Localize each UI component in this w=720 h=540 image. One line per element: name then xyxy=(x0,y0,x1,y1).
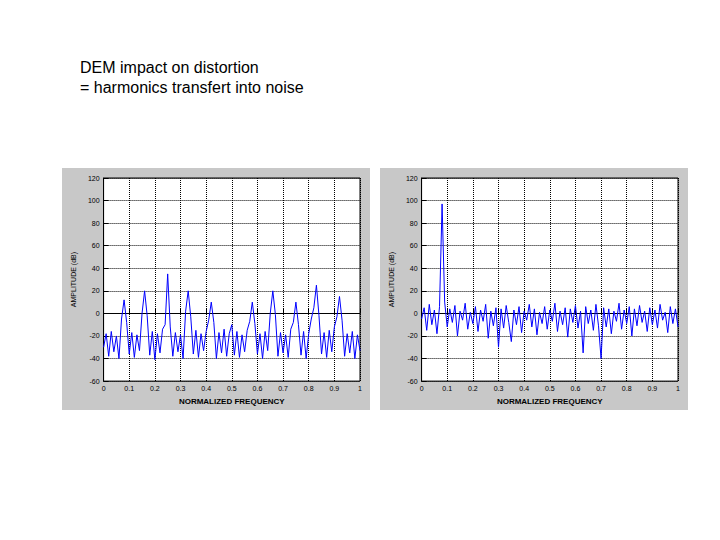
svg-text:0.5: 0.5 xyxy=(227,385,237,392)
svg-text:100: 100 xyxy=(88,197,100,204)
svg-text:120: 120 xyxy=(406,175,418,182)
svg-text:0.1: 0.1 xyxy=(124,385,134,392)
svg-text:-60: -60 xyxy=(89,378,99,385)
svg-text:0.1: 0.1 xyxy=(442,385,452,392)
svg-text:0.5: 0.5 xyxy=(545,385,555,392)
svg-text:40: 40 xyxy=(92,265,100,272)
svg-text:120: 120 xyxy=(88,175,100,182)
svg-text:60: 60 xyxy=(410,242,418,249)
svg-text:0: 0 xyxy=(414,310,418,317)
svg-text:20: 20 xyxy=(410,287,418,294)
svg-text:0.9: 0.9 xyxy=(329,385,339,392)
svg-text:80: 80 xyxy=(92,220,100,227)
svg-text:0.7: 0.7 xyxy=(596,385,606,392)
svg-text:0.7: 0.7 xyxy=(278,385,288,392)
svg-text:1: 1 xyxy=(358,385,362,392)
svg-text:0.6: 0.6 xyxy=(571,385,581,392)
html-text:= harmonics transfert into noi: = harmonics transfert into noise xyxy=(80,79,304,96)
html-text:DEM impact on distortion: DEM impact on distortion xyxy=(80,59,259,76)
svg-text:NORMALIZED FREQUENCY: NORMALIZED FREQUENCY xyxy=(179,397,285,406)
svg-text:0.9: 0.9 xyxy=(647,385,657,392)
svg-text:0.3: 0.3 xyxy=(176,385,186,392)
svg-text:40: 40 xyxy=(410,265,418,272)
svg-text:0.4: 0.4 xyxy=(519,385,529,392)
svg-text:0.2: 0.2 xyxy=(468,385,478,392)
svg-text:0.4: 0.4 xyxy=(201,385,211,392)
svg-text:-20: -20 xyxy=(89,332,99,339)
svg-text:100: 100 xyxy=(406,197,418,204)
svg-text:-60: -60 xyxy=(407,378,417,385)
svg-text:AMPLITUDE (dB): AMPLITUDE (dB) xyxy=(70,252,78,307)
svg-text:0.3: 0.3 xyxy=(494,385,504,392)
svg-text:0: 0 xyxy=(420,385,424,392)
svg-text:-20: -20 xyxy=(407,332,417,339)
svg-text:80: 80 xyxy=(410,220,418,227)
svg-text:20: 20 xyxy=(92,287,100,294)
svg-text:1: 1 xyxy=(676,385,680,392)
svg-text:AMPLITUDE (dB): AMPLITUDE (dB) xyxy=(388,252,396,307)
svg-text:0: 0 xyxy=(96,310,100,317)
svg-text:0.8: 0.8 xyxy=(622,385,632,392)
svg-text:0.2: 0.2 xyxy=(150,385,160,392)
svg-text:-40: -40 xyxy=(407,355,417,362)
svg-text:60: 60 xyxy=(92,242,100,249)
svg-text:0.6: 0.6 xyxy=(253,385,263,392)
svg-text:0.8: 0.8 xyxy=(304,385,314,392)
svg-text:0: 0 xyxy=(102,385,106,392)
svg-text:NORMALIZED FREQUENCY: NORMALIZED FREQUENCY xyxy=(497,397,603,406)
svg-text:-40: -40 xyxy=(89,355,99,362)
